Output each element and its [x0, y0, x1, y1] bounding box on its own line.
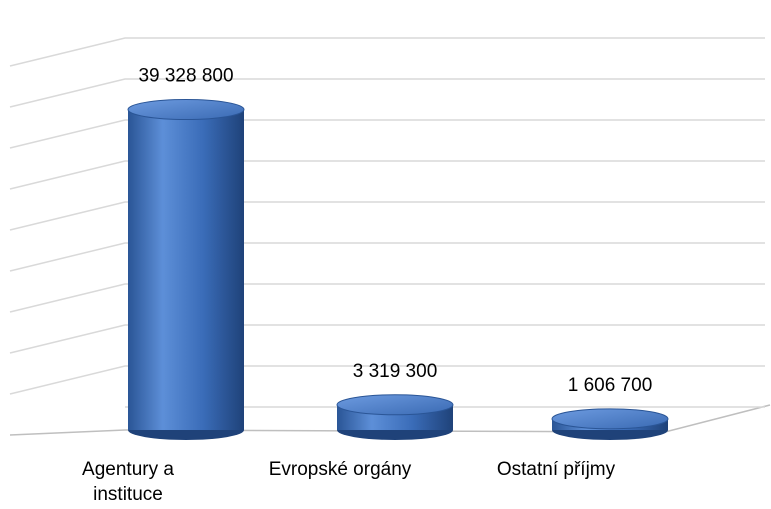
x-tick-label: Ostatní příjmy — [496, 459, 616, 480]
grid-line — [9, 242, 765, 272]
bar-top — [551, 408, 669, 430]
grid-line — [9, 365, 765, 395]
x-tick-label: Evropské orgány — [268, 459, 412, 480]
grid-line — [9, 201, 765, 231]
bar — [128, 109, 244, 430]
x-tick-label: Agentury a instituce — [82, 459, 174, 505]
data-label: 3 319 300 — [353, 361, 438, 382]
grid-line — [9, 324, 765, 354]
grid-line — [9, 119, 765, 149]
grid-line — [9, 37, 765, 67]
grid-line — [9, 78, 765, 108]
data-label: 1 606 700 — [568, 375, 653, 396]
bar-top — [336, 394, 454, 416]
grid-line — [9, 283, 765, 313]
grid-line — [9, 160, 765, 190]
data-label: 39 328 800 — [138, 66, 233, 87]
bar-top — [127, 99, 245, 121]
